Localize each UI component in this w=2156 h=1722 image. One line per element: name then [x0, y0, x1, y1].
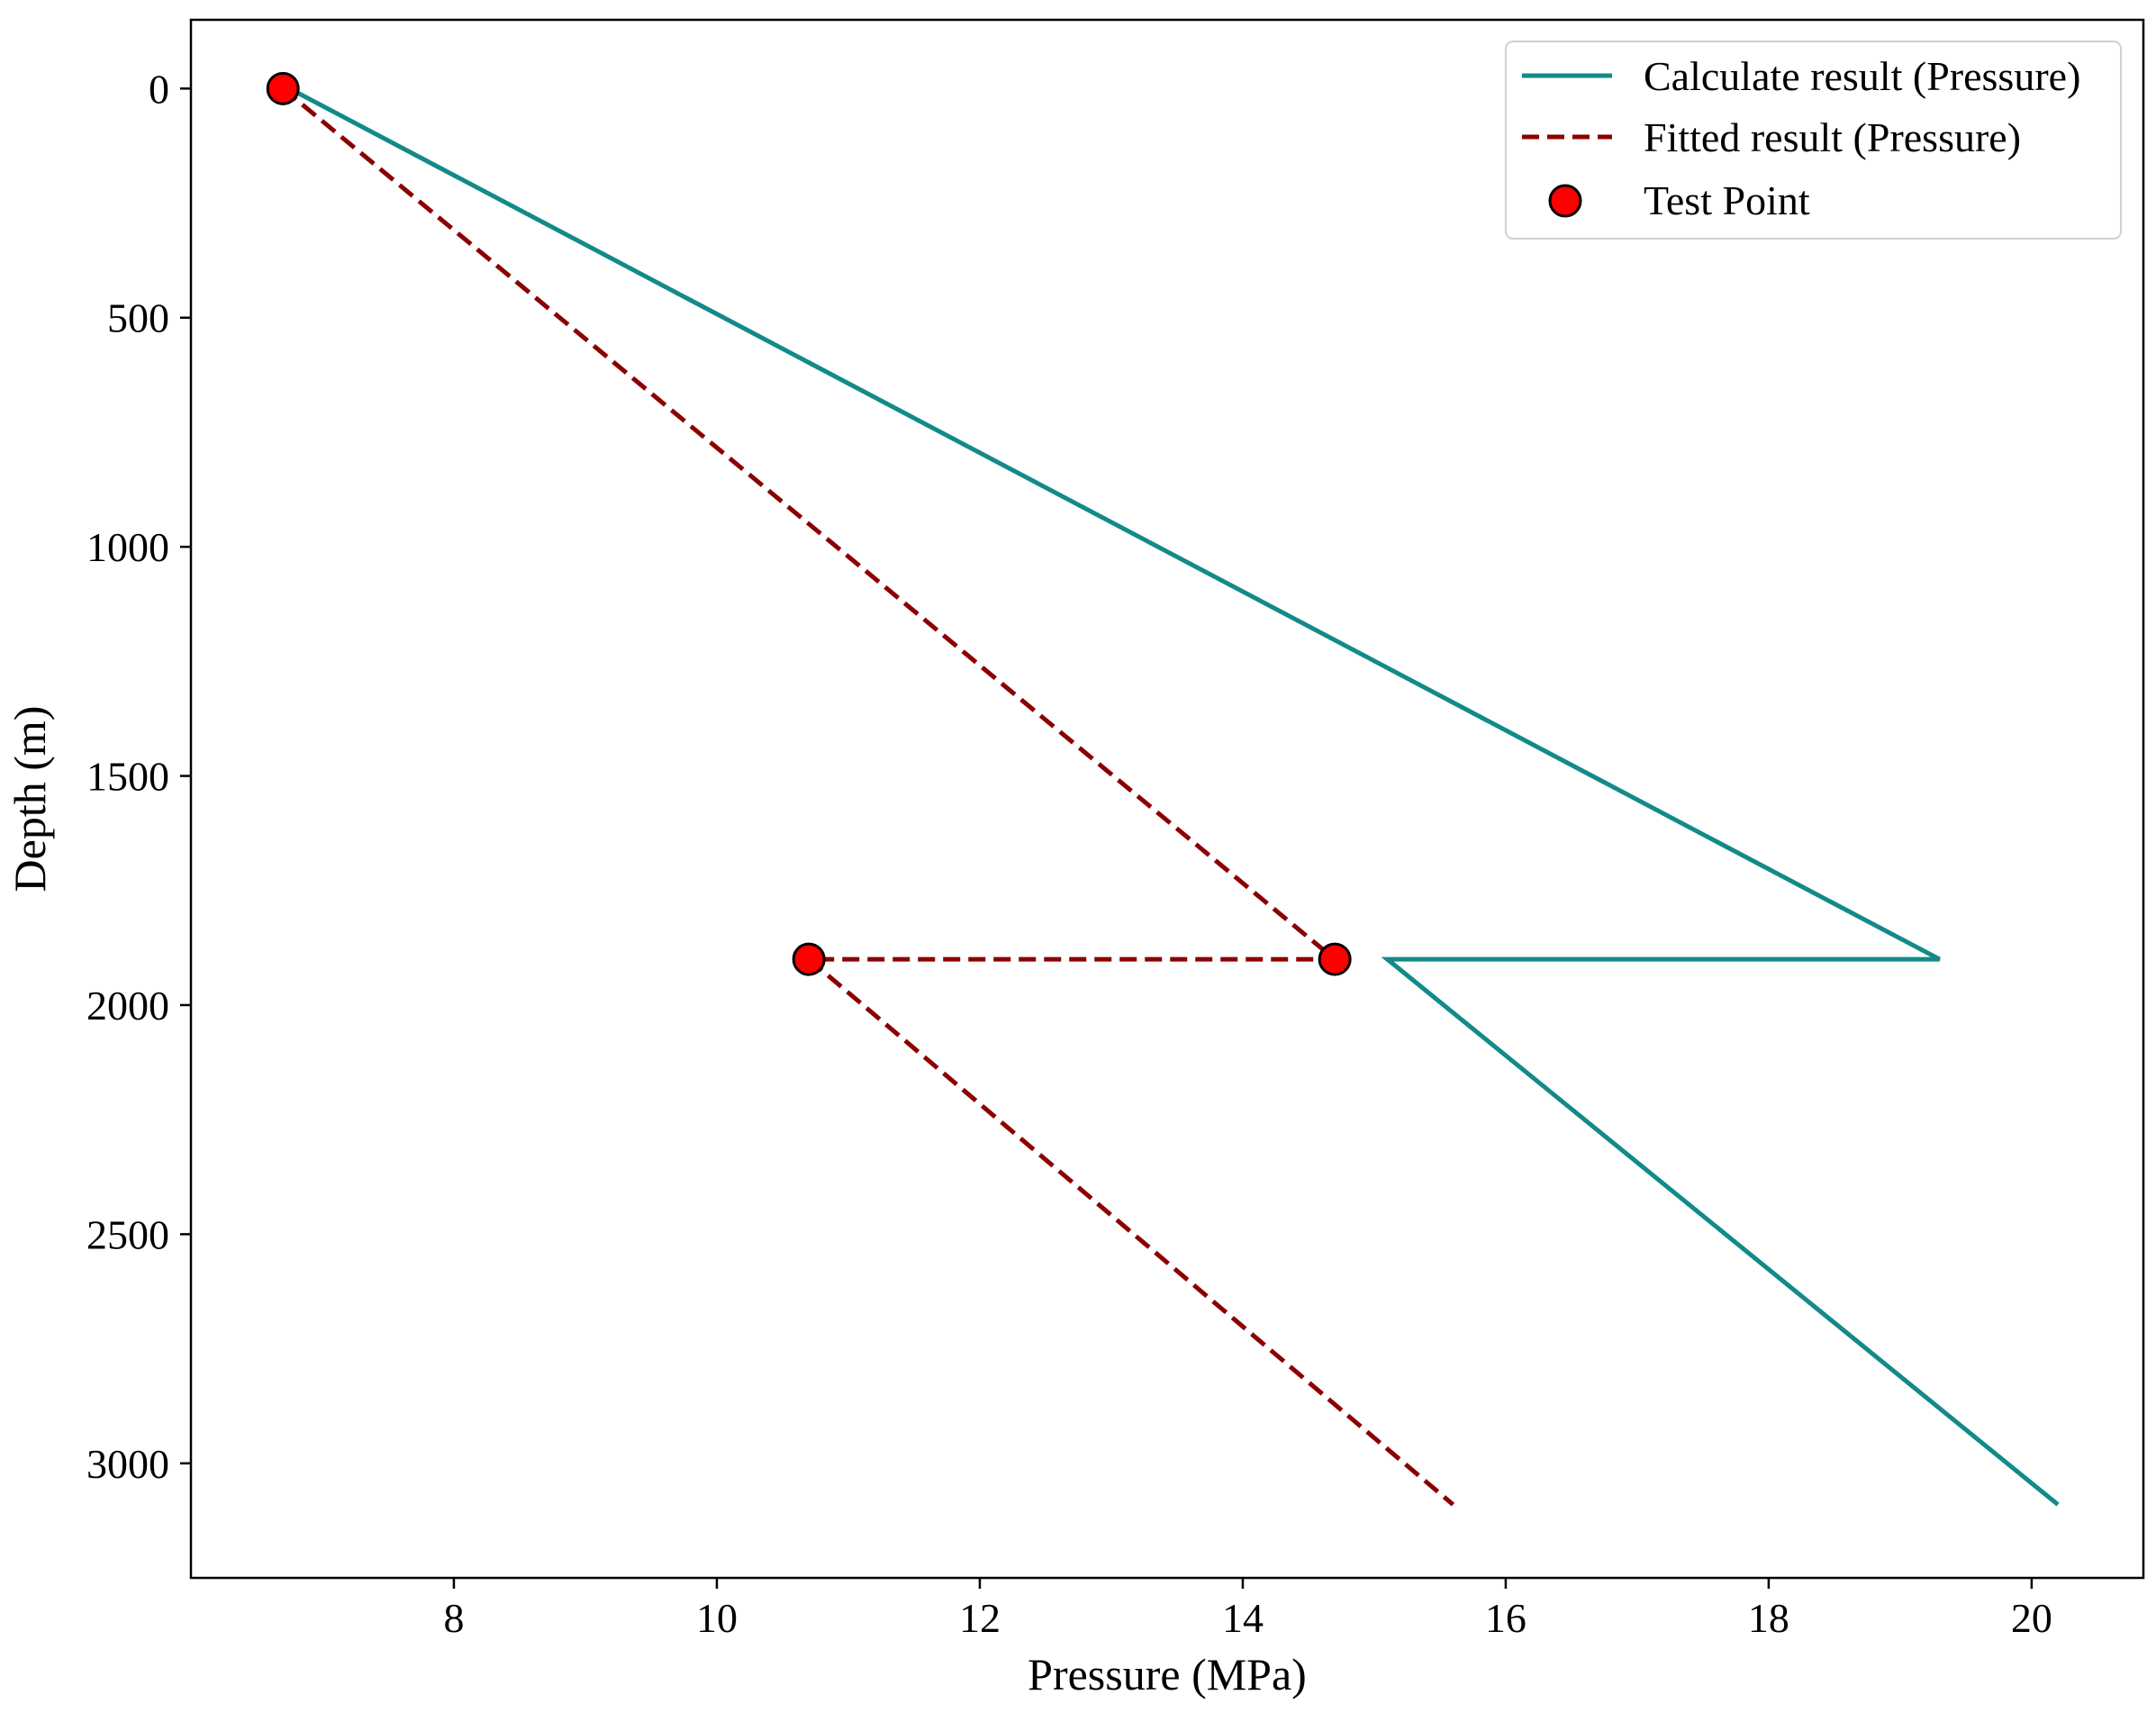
y-tick-label: 0 [149, 66, 169, 112]
x-tick-label: 20 [2011, 1595, 2052, 1641]
legend-label-test-point: Test Point [1644, 177, 1810, 223]
legend-label-fitted: Fitted result (Pressure) [1644, 114, 2021, 160]
legend: Calculate result (Pressure) Fitted resul… [1505, 41, 2122, 240]
series-line-calculate-result-pressure [288, 86, 2060, 1507]
x-tick-label: 14 [1222, 1595, 1264, 1641]
plot-frame [189, 18, 2145, 1580]
legend-box [1505, 41, 2122, 240]
test-point-marker [792, 942, 826, 976]
x-axis-label: Pressure (MPa) [1028, 1649, 1307, 1699]
x-tick-label: 8 [443, 1595, 464, 1641]
series-line-fitted-result-pressure [281, 86, 1455, 1507]
legend-label-calculate: Calculate result (Pressure) [1644, 53, 2080, 99]
legend-swatch-test-point [1548, 184, 1582, 218]
y-tick-label: 1000 [86, 524, 169, 570]
test-point-marker [1318, 942, 1352, 976]
y-axis-label: Depth (m) [5, 706, 55, 893]
x-tick-label: 16 [1485, 1595, 1526, 1641]
test-point-marker [266, 71, 300, 105]
x-tick-label: 10 [696, 1595, 738, 1641]
y-tick-label: 3000 [86, 1441, 169, 1487]
y-tick-label: 2500 [86, 1211, 169, 1257]
y-tick-label: 1500 [86, 754, 169, 800]
y-tick-label: 500 [107, 295, 169, 341]
y-tick-label: 2000 [86, 983, 169, 1029]
x-tick-label: 12 [959, 1595, 1001, 1641]
x-tick-label: 18 [1748, 1595, 1789, 1641]
